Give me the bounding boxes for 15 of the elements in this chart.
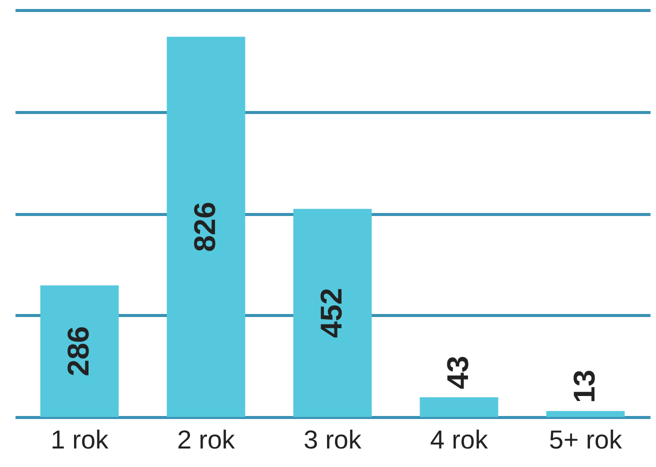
bar	[40, 285, 119, 417]
bar	[293, 208, 372, 417]
data-label: 43	[442, 356, 475, 390]
x-tick-label: 3 rok	[304, 424, 362, 454]
data-label: 452	[316, 288, 348, 338]
x-tick-label: 1 rok	[50, 424, 110, 454]
data-label: 286	[62, 326, 96, 376]
x-tick-label: 2 rok	[177, 424, 236, 454]
data-label: 13	[568, 370, 602, 404]
bar	[420, 397, 498, 417]
x-tick-label: 5+ rok	[548, 424, 623, 454]
bar	[166, 36, 246, 417]
bar	[546, 411, 625, 417]
x-tick-label: 4 rok	[430, 424, 489, 454]
data-label: 826	[189, 202, 222, 252]
